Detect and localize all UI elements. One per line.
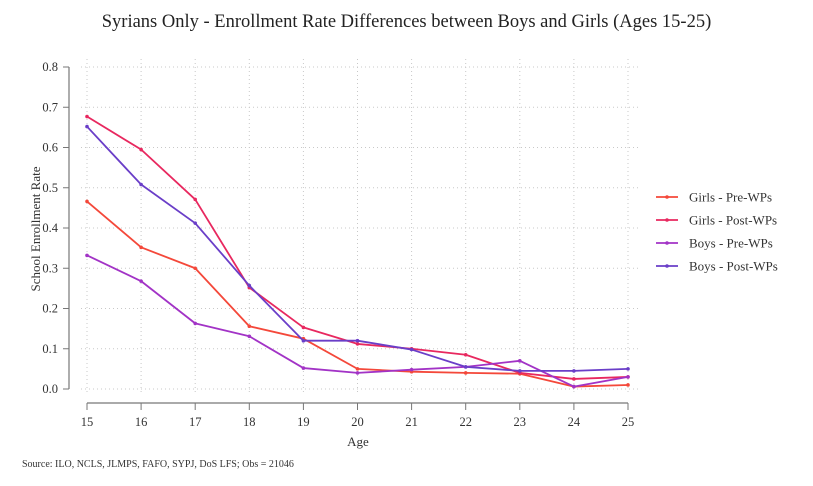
x-tick-label: 16 <box>135 415 148 429</box>
x-tick-label: 17 <box>189 415 202 429</box>
data-point <box>409 347 414 352</box>
x-tick-label: 25 <box>622 415 635 429</box>
y-tick-label: 0.6 <box>42 141 58 155</box>
x-axis-title: Age <box>347 434 369 449</box>
x-tick-label: 21 <box>405 415 418 429</box>
data-point <box>626 383 630 387</box>
legend-label: Girls - Post-WPs <box>689 213 777 228</box>
legend-item: Boys - Pre-WPs <box>656 236 773 251</box>
data-point <box>626 367 630 371</box>
data-point <box>139 245 143 250</box>
data-point <box>463 365 468 369</box>
legend-marker <box>665 264 669 268</box>
x-tick-label: 24 <box>568 415 581 429</box>
data-point <box>301 325 306 330</box>
data-point <box>247 283 252 288</box>
legend-item: Girls - Pre-WPs <box>656 190 772 205</box>
data-point <box>572 384 576 389</box>
data-point <box>85 124 89 129</box>
data-point <box>193 266 197 271</box>
legend-item: Boys - Post-WPs <box>656 259 778 274</box>
data-point <box>193 197 197 202</box>
x-tick-label: 15 <box>81 415 94 429</box>
chart-title: Syrians Only - Enrollment Rate Differenc… <box>101 12 712 32</box>
series-line <box>86 200 629 388</box>
y-tick-label: 0.2 <box>42 302 58 316</box>
data-point <box>139 279 143 283</box>
y-axis-title: School Enrollment Rate <box>28 166 43 291</box>
data-point <box>301 338 306 343</box>
legend-label: Boys - Post-WPs <box>689 259 778 274</box>
data-point <box>139 147 143 152</box>
legend-marker <box>665 195 669 199</box>
data-point <box>193 221 197 225</box>
x-tick-label: 23 <box>514 415 527 429</box>
legend-label: Girls - Pre-WPs <box>689 190 772 205</box>
axes: 0.0 0.1 0.2 0.3 0.4 0.5 0.6 0.7 0.8 15 16 17 18 19 20 2… <box>42 60 634 429</box>
data-point <box>85 199 89 204</box>
y-tick-label: 0.7 <box>42 100 58 114</box>
data-point <box>355 338 360 343</box>
legend-marker <box>665 218 669 222</box>
y-tick-label: 0.5 <box>42 181 58 195</box>
data-point <box>463 352 468 357</box>
series-lines <box>85 114 630 389</box>
x-tick-label: 18 <box>243 415 256 429</box>
source-note: Source: ILO, NCLS, JLMPS, FAFO, SYPJ, Do… <box>22 459 294 470</box>
data-point <box>409 367 414 372</box>
data-point <box>247 334 252 339</box>
data-point <box>572 369 576 373</box>
data-point <box>355 371 360 375</box>
data-point <box>139 182 143 187</box>
data-point <box>518 369 522 373</box>
y-tick-label: 0.3 <box>42 261 58 275</box>
data-point <box>626 375 630 379</box>
data-point <box>193 321 197 326</box>
y-tick-label: 0.4 <box>42 221 58 235</box>
y-tick-label: 0.8 <box>42 60 58 74</box>
series-boys-post-wps <box>85 124 630 373</box>
data-point <box>572 377 576 381</box>
x-tick-label: 20 <box>351 415 364 429</box>
data-point <box>85 253 89 258</box>
legend: Girls - Pre-WPs Girls - Post-WPs Boys - Pr… <box>656 190 778 274</box>
data-point <box>355 367 360 371</box>
y-tick-label: 0.1 <box>42 342 58 356</box>
x-tick-label: 22 <box>459 415 472 429</box>
legend-label: Boys - Pre-WPs <box>689 236 773 251</box>
x-tick-label: 19 <box>297 415 310 429</box>
data-point <box>463 371 468 375</box>
legend-item: Girls - Post-WPs <box>656 213 777 228</box>
data-point <box>518 359 522 363</box>
y-tick-label: 0.0 <box>42 382 58 396</box>
legend-marker <box>665 241 669 245</box>
data-point <box>85 114 89 119</box>
data-point <box>247 324 252 329</box>
data-point <box>355 342 360 346</box>
data-point <box>301 366 306 370</box>
